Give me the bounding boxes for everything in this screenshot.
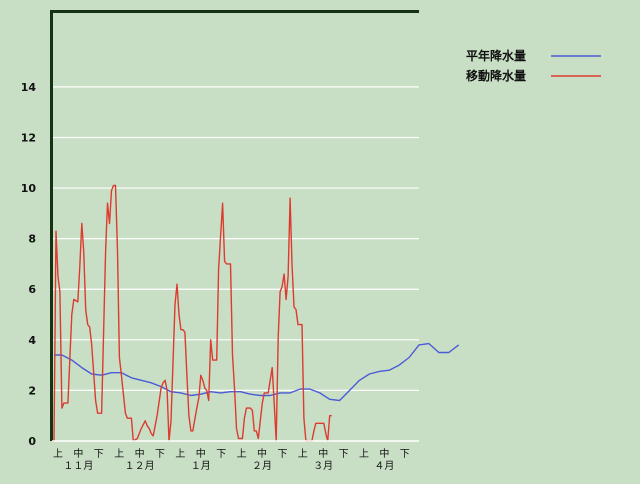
y-tick-label: 4: [28, 334, 36, 347]
x-decade-label: 下: [277, 449, 287, 460]
series-line-1: [54, 342, 460, 402]
x-month-label: ２月: [252, 460, 272, 472]
y-tick-label: 14: [21, 81, 37, 94]
y-tick-label: 12: [21, 131, 36, 144]
x-tick-labels: 上中下上中下上中下上中下上中下上中下１１月 １２月 １月 ２月 ３月 ４月: [53, 447, 410, 472]
x-decade-label: 中: [196, 447, 206, 460]
x-decade-label: 中: [379, 447, 389, 460]
y-tick-label: 10: [21, 182, 37, 195]
x-decade-label: 上: [237, 448, 247, 460]
x-decade-label: 中: [135, 447, 145, 460]
x-decade-label: 上: [114, 448, 124, 460]
x-month-label: ３月: [313, 460, 333, 472]
x-decade-label: 下: [339, 449, 349, 460]
x-decade-label: 上: [359, 448, 369, 460]
x-month-label: １２月: [125, 460, 155, 472]
x-month-label: １月: [191, 460, 211, 472]
x-decade-label: 下: [400, 449, 410, 460]
x-month-label: １１月: [63, 460, 93, 472]
y-axis-line: [50, 10, 53, 441]
axis-layer: [50, 10, 419, 442]
top-border: [52, 10, 419, 13]
x-decade-label: 上: [53, 448, 63, 460]
x-decade-label: 中: [318, 447, 328, 460]
x-decade-label: 中: [73, 447, 83, 460]
x-month-label: ４月: [374, 460, 394, 472]
series-layer: [52, 184, 460, 442]
x-decade-label: 下: [155, 449, 165, 460]
x-decade-label: 上: [175, 448, 185, 460]
series-line-2: [52, 184, 332, 442]
x-decade-label: 上: [298, 448, 308, 460]
y-tick-labels: 0 2 4 6 8 10 12 14: [21, 81, 37, 448]
y-tick-label: 0: [28, 435, 36, 448]
y-tick-label: 8: [28, 233, 36, 246]
x-decade-label: 下: [216, 449, 226, 460]
y-tick-label: 6: [28, 283, 36, 296]
legend-label: 平年降水量: [466, 48, 526, 63]
x-decade-label: 中: [257, 447, 267, 460]
x-decade-label: 下: [94, 449, 104, 460]
legend-label: 移動降水量: [466, 68, 526, 83]
y-tick-label: 2: [28, 384, 36, 397]
